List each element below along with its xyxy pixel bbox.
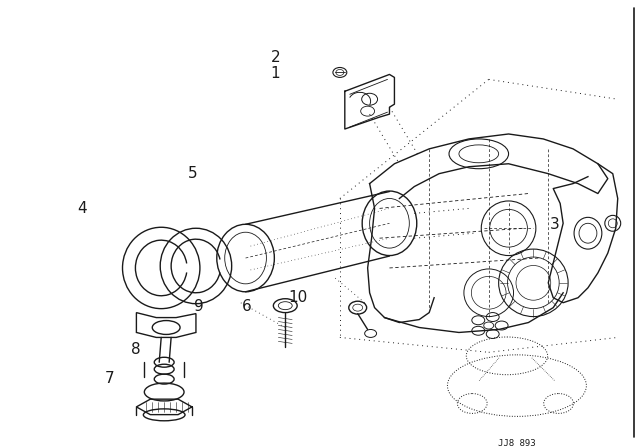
Text: JJ8 893: JJ8 893 <box>498 439 536 448</box>
Text: 1: 1 <box>271 66 280 81</box>
Text: 5: 5 <box>188 166 198 181</box>
Text: 2: 2 <box>271 50 280 65</box>
Text: 7: 7 <box>104 371 114 386</box>
Text: 3: 3 <box>550 217 560 232</box>
Text: 9: 9 <box>195 299 204 314</box>
Text: 10: 10 <box>288 290 307 306</box>
Text: 6: 6 <box>242 299 252 314</box>
Text: 8: 8 <box>131 341 141 357</box>
Text: 4: 4 <box>77 202 86 216</box>
